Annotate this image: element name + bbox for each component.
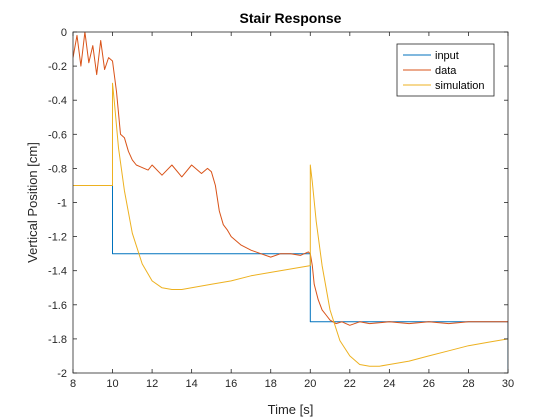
- legend: input data simulation: [396, 43, 495, 97]
- y-tick-label: 0: [61, 27, 67, 39]
- y-tick-label: -0.6: [48, 129, 67, 141]
- x-tick-label: 10: [106, 378, 118, 390]
- y-tick-label: -0.8: [48, 163, 67, 175]
- y-tick-label: -1.4: [48, 266, 67, 278]
- x-tick-label: 8: [70, 378, 76, 390]
- y-tick-label: -1.2: [48, 232, 67, 244]
- y-tick-label: -1.6: [48, 300, 67, 312]
- series-line-simulation: [73, 82, 508, 367]
- series-line-data: [73, 32, 508, 326]
- x-tick-label: 26: [423, 378, 435, 390]
- legend-label-data: data: [435, 65, 457, 77]
- x-tick-label: 20: [304, 378, 316, 390]
- tick-layer: 8 10 12 14 16 18 20 22 24 26 28 30 0 -0.2 -0.4 -0.6 -0.8…: [48, 27, 514, 390]
- chart-title: Stair Response: [240, 10, 342, 26]
- x-tick-label: 16: [225, 378, 237, 390]
- y-tick-label: -0.2: [48, 61, 67, 73]
- x-tick-label: 24: [383, 378, 395, 390]
- y-tick-label: -1: [57, 198, 67, 210]
- x-tick-label: 18: [265, 378, 277, 390]
- y-tick-label: -0.4: [48, 95, 67, 107]
- y-axis-label: Vertical Position [cm]: [25, 142, 40, 263]
- x-tick-label: 12: [146, 378, 158, 390]
- x-tick-label: 14: [186, 378, 198, 390]
- series-layer: [73, 32, 508, 373]
- x-tick-label: 30: [502, 378, 514, 390]
- x-tick-label: 28: [462, 378, 474, 390]
- x-axis-label: Time [s]: [268, 402, 314, 417]
- y-tick-label: -1.8: [48, 334, 67, 346]
- y-tick-label: -2: [57, 368, 67, 380]
- legend-label-input: input: [435, 50, 459, 62]
- x-tick-label: 22: [344, 378, 356, 390]
- series-line-input: [112, 185, 508, 373]
- legend-items: input data simulation: [403, 50, 485, 92]
- legend-label-simulation: simulation: [435, 80, 485, 92]
